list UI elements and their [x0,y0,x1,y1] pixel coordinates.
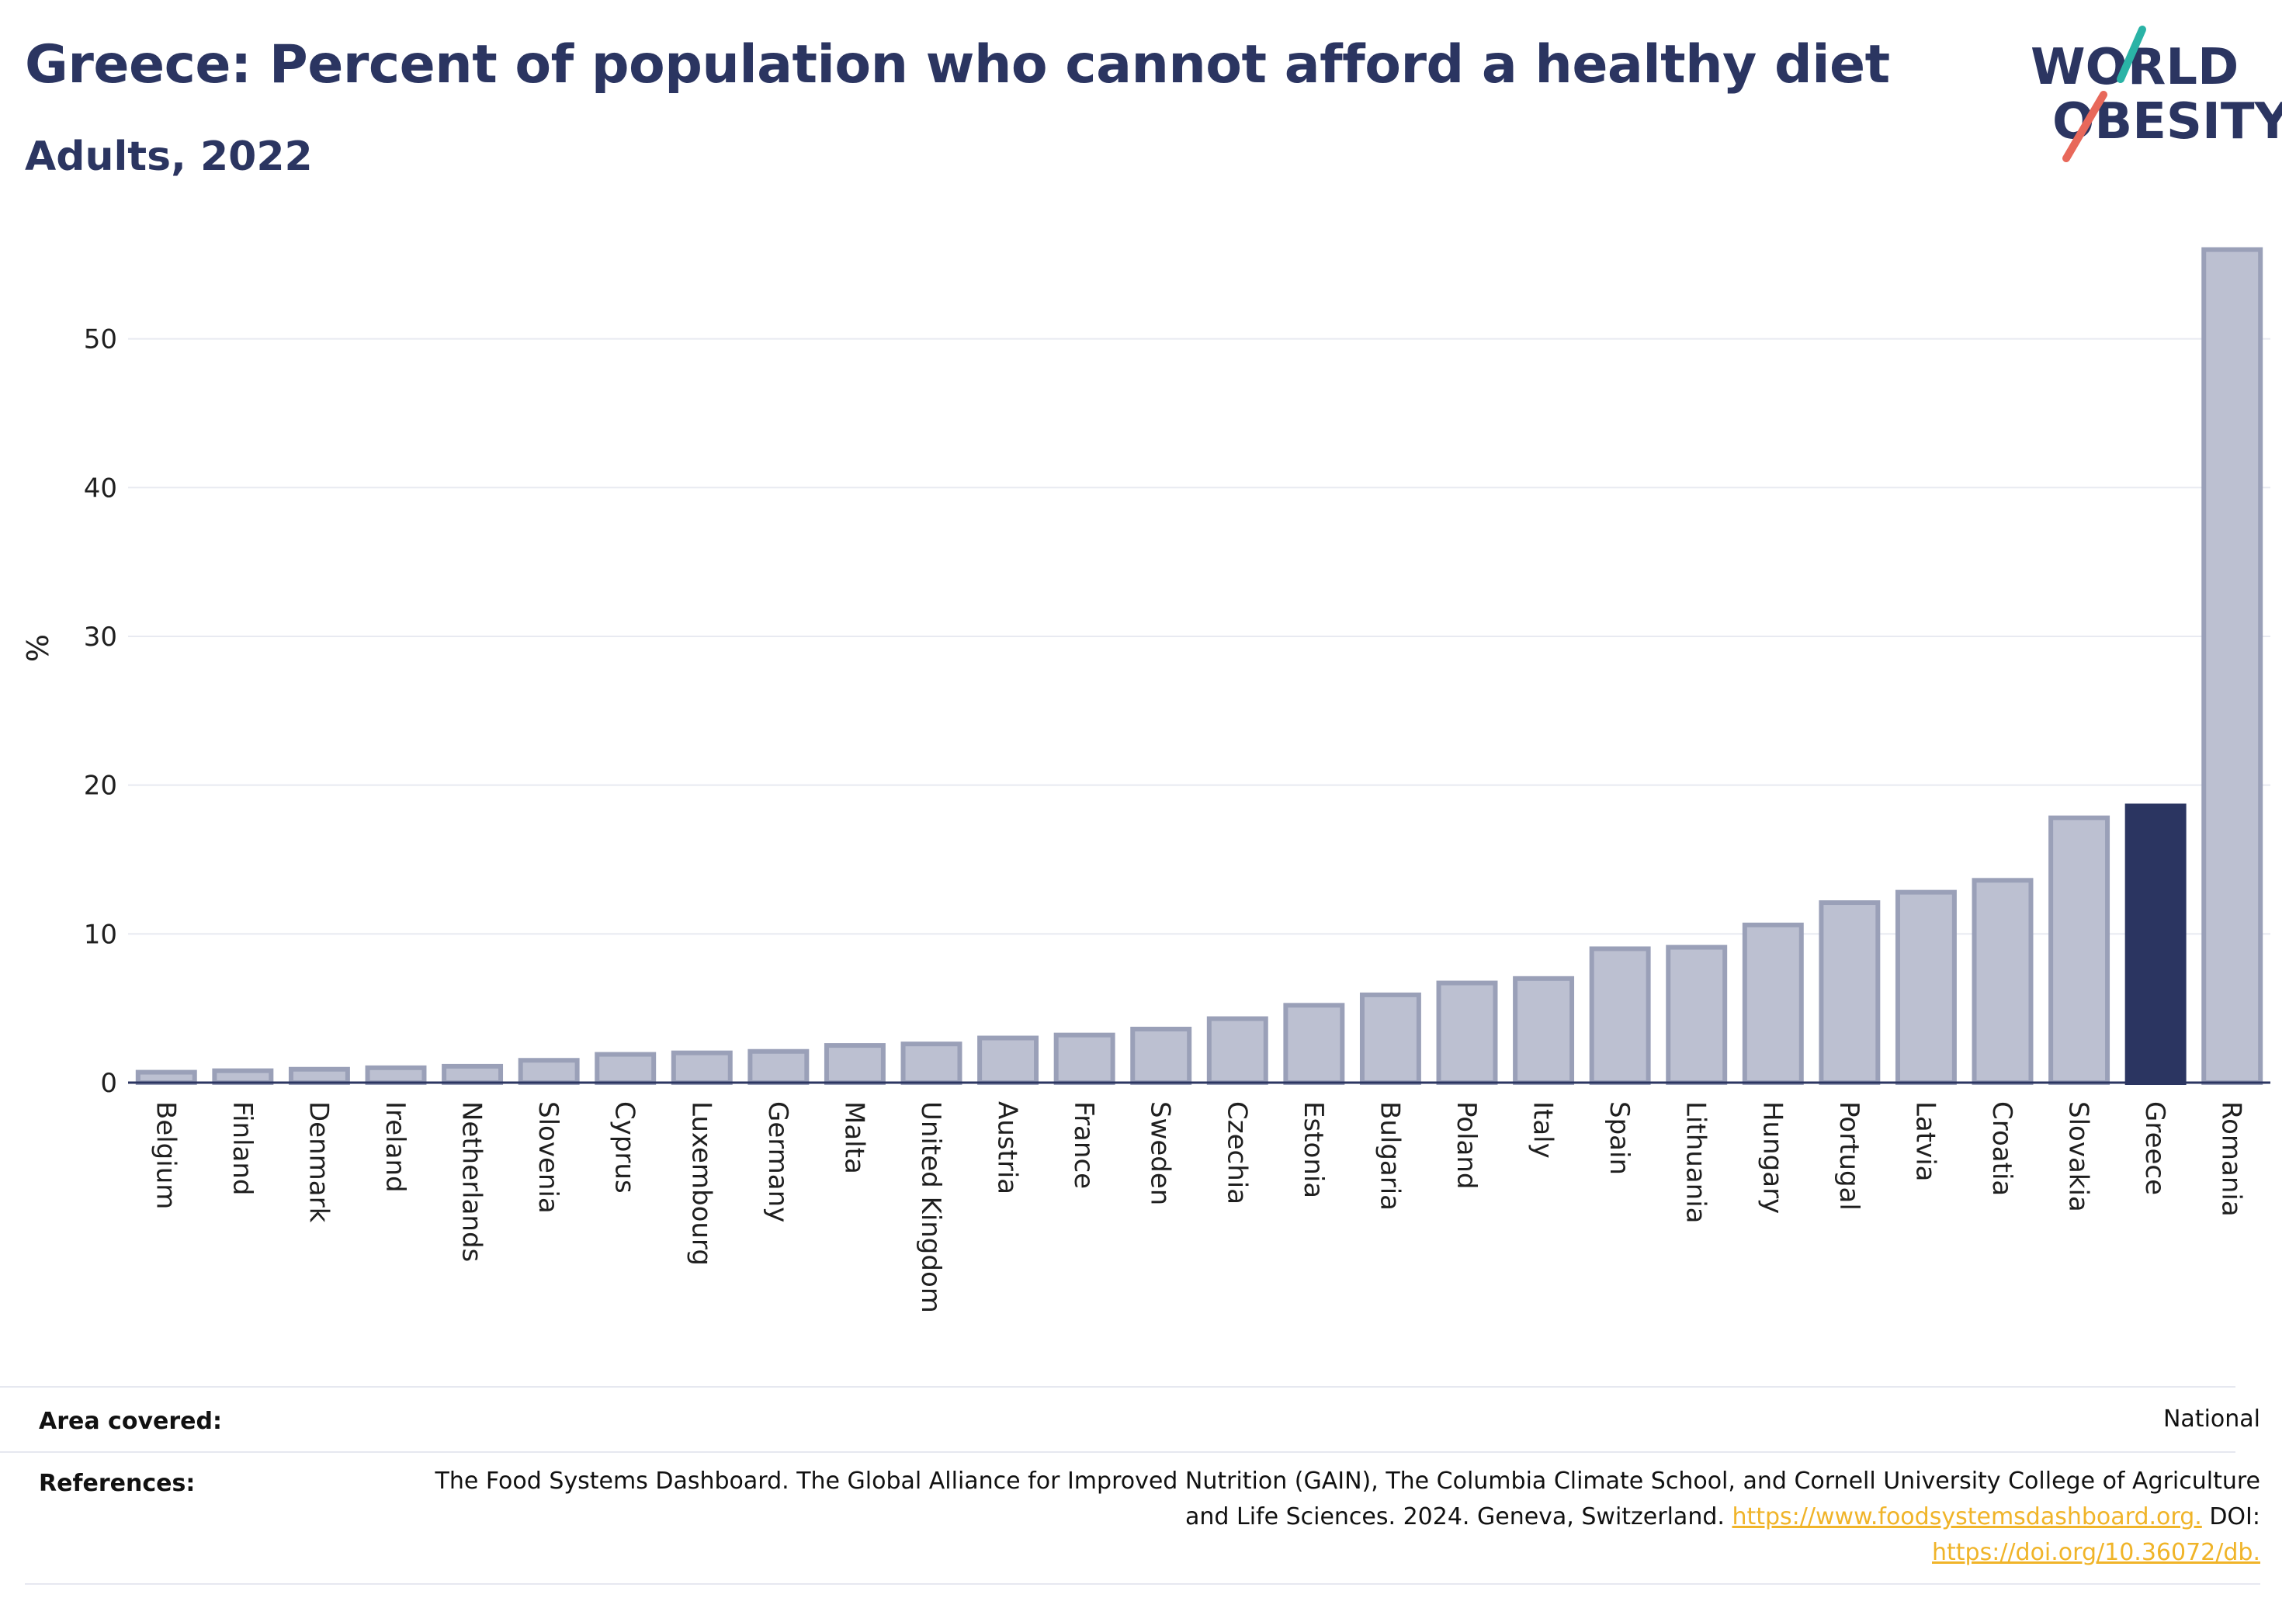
x-tick-label: Belgium [150,1101,181,1209]
bar [518,1058,580,1086]
y-tick-label: 40 [84,473,117,504]
y-axis-ticks: 0 10 20 30 40 50 [84,324,117,1099]
bar [2048,815,2110,1086]
references-text: The Food Systems Dashboard. The Global A… [435,1468,2260,1530]
bar [288,1066,350,1085]
bar [1895,889,1957,1086]
bar [595,1052,657,1086]
bar [1283,1003,1345,1086]
x-tick-label: Austria [992,1101,1023,1194]
info-divider-middle [0,1451,2235,1453]
grid-lines [128,338,2270,935]
x-tick-label: Luxembourg [685,1101,716,1266]
bars [135,247,2263,1086]
world-obesity-logo: WORLD OBESITY [2031,26,2282,162]
x-tick-label: Finland [227,1101,258,1196]
bar [1742,922,1804,1086]
x-tick-label: Spain [1604,1101,1635,1175]
logo-slash-bottom [2062,91,2107,162]
logo-slash-top [2117,26,2146,83]
doi-label: DOI: [2209,1503,2260,1530]
bar [1666,944,1728,1086]
x-tick-label: Poland [1451,1101,1482,1190]
x-tick-label: Latvia [1909,1101,1941,1182]
bar-highlighted [2124,803,2187,1085]
bar [365,1065,427,1086]
references-value: The Food Systems Dashboard. The Global A… [428,1464,2260,1571]
x-tick-label: Netherlands [456,1101,487,1262]
bar [1359,992,1421,1085]
bar [900,1041,962,1086]
x-tick-label: Lithuania [1680,1101,1712,1223]
x-tick-label: Cyprus [609,1101,640,1194]
y-tick-label: 0 [100,1068,117,1099]
y-tick-label: 20 [84,771,117,802]
x-tick-label: Romania [2216,1101,2247,1217]
y-tick-label: 10 [84,919,117,950]
doi-link[interactable]: https://doi.org/10.36072/db. [1932,1539,2260,1566]
x-tick-label: Sweden [1145,1101,1176,1205]
x-tick-label: Czechia [1221,1101,1252,1204]
info-divider-top [0,1386,2235,1388]
x-tick-label: Italy [1528,1101,1559,1159]
bar [442,1063,504,1085]
references-label: References: [39,1470,196,1497]
x-tick-label: Ireland [380,1101,411,1193]
bar [671,1050,733,1085]
bar [1053,1032,1115,1086]
references-row: References: The Food Systems Dashboard. … [25,1451,2260,1583]
bar [1436,980,1498,1086]
chart-title: Greece: Percent of population who cannot… [25,34,1890,95]
y-tick-label: 30 [84,622,117,653]
chart-subtitle: Adults, 2022 [25,133,313,180]
bar [135,1069,197,1085]
bar-chart: 0 10 20 30 40 50 Belgium Finland Denmark Ireland… [21,247,2270,1313]
bar [747,1048,810,1086]
x-axis-ticks: Belgium Finland Denmark Ireland Netherlands S… [150,1101,2246,1313]
bar [212,1068,274,1086]
area-covered-value: National [2162,1405,2260,1433]
x-tick-label: Malta [838,1101,869,1174]
x-tick-label: Bulgaria [1374,1101,1405,1211]
info-divider-bottom [25,1583,2260,1585]
bar [1513,976,1575,1085]
x-tick-label: Greece [2139,1101,2170,1195]
y-axis-label: % [21,634,55,662]
x-tick-label: Hungary [1757,1101,1788,1214]
x-tick-label: United Kingdom [915,1101,946,1313]
x-tick-label: Croatia [1986,1101,2017,1196]
area-covered-label: Area covered: [39,1408,222,1435]
x-tick-label: Slovakia [2063,1101,2094,1212]
bar [977,1035,1039,1086]
x-tick-label: Estonia [1298,1101,1329,1198]
bar [1819,900,1881,1085]
bar [1130,1026,1192,1086]
bar [824,1043,886,1085]
dashboard-link[interactable]: https://www.foodsystemsdashboard.org. [1732,1503,2202,1530]
y-tick-label: 50 [84,324,117,355]
x-tick-label: Germany [762,1101,793,1222]
area-covered-row: Area covered: National [25,1386,2260,1451]
bar [1972,878,2034,1085]
bar [2201,247,2263,1085]
x-tick-label: Denmark [303,1101,334,1223]
bar [1589,946,1651,1085]
bar [1206,1016,1268,1086]
x-tick-label: Slovenia [532,1101,564,1214]
x-tick-label: France [1068,1101,1099,1189]
x-tick-label: Portugal [1833,1101,1864,1211]
